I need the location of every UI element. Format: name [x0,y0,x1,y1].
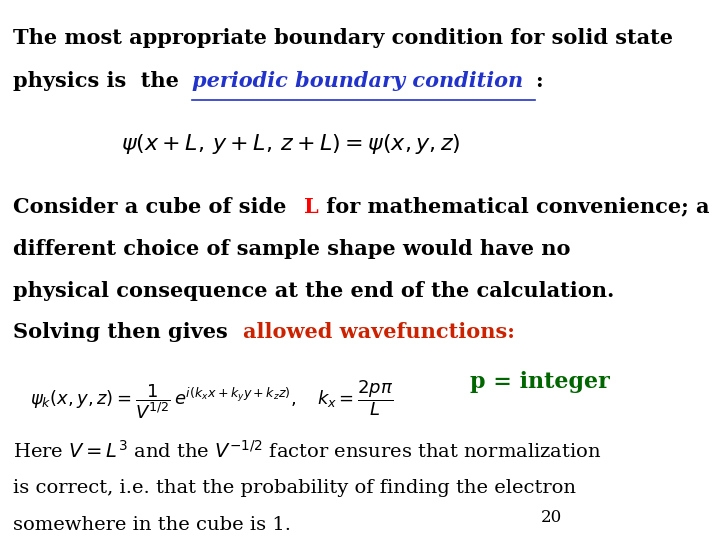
Text: Solving then gives: Solving then gives [13,322,235,342]
Text: The most appropriate boundary condition for solid state: The most appropriate boundary condition … [13,28,673,48]
Text: 20: 20 [541,509,562,526]
Text: different choice of sample shape would have no: different choice of sample shape would h… [13,239,570,260]
Text: $\psi_k(x,y,z)=\dfrac{1}{V^{1/2}}\,e^{i(k_x x+k_y y+k_z z)},\quad k_x=\dfrac{2p\: $\psi_k(x,y,z)=\dfrac{1}{V^{1/2}}\,e^{i(… [30,379,394,421]
Text: allowed wavefunctions:: allowed wavefunctions: [243,322,515,342]
Text: p = integer: p = integer [469,370,609,393]
Text: physical consequence at the end of the calculation.: physical consequence at the end of the c… [13,281,614,301]
Text: :: : [536,71,543,91]
Text: Here $V = L^3$ and the $V^{\mathrm{-1/2}}$ factor ensures that normalization: Here $V = L^3$ and the $V^{\mathrm{-1/2}… [13,440,601,462]
Text: for mathematical convenience; a: for mathematical convenience; a [319,197,709,217]
Text: $\psi(x+L,\, y+L,\, z+L)= \psi(x, y, z)$: $\psi(x+L,\, y+L,\, z+L)= \psi(x, y, z)$ [121,132,460,157]
Text: somewhere in the cube is 1.: somewhere in the cube is 1. [13,516,291,534]
Text: periodic boundary condition: periodic boundary condition [192,71,523,91]
Text: is correct, i.e. that the probability of finding the electron: is correct, i.e. that the probability of… [13,478,576,497]
Text: physics is  the: physics is the [13,71,186,91]
Text: Consider a cube of side: Consider a cube of side [13,197,294,217]
Text: L: L [304,197,318,217]
